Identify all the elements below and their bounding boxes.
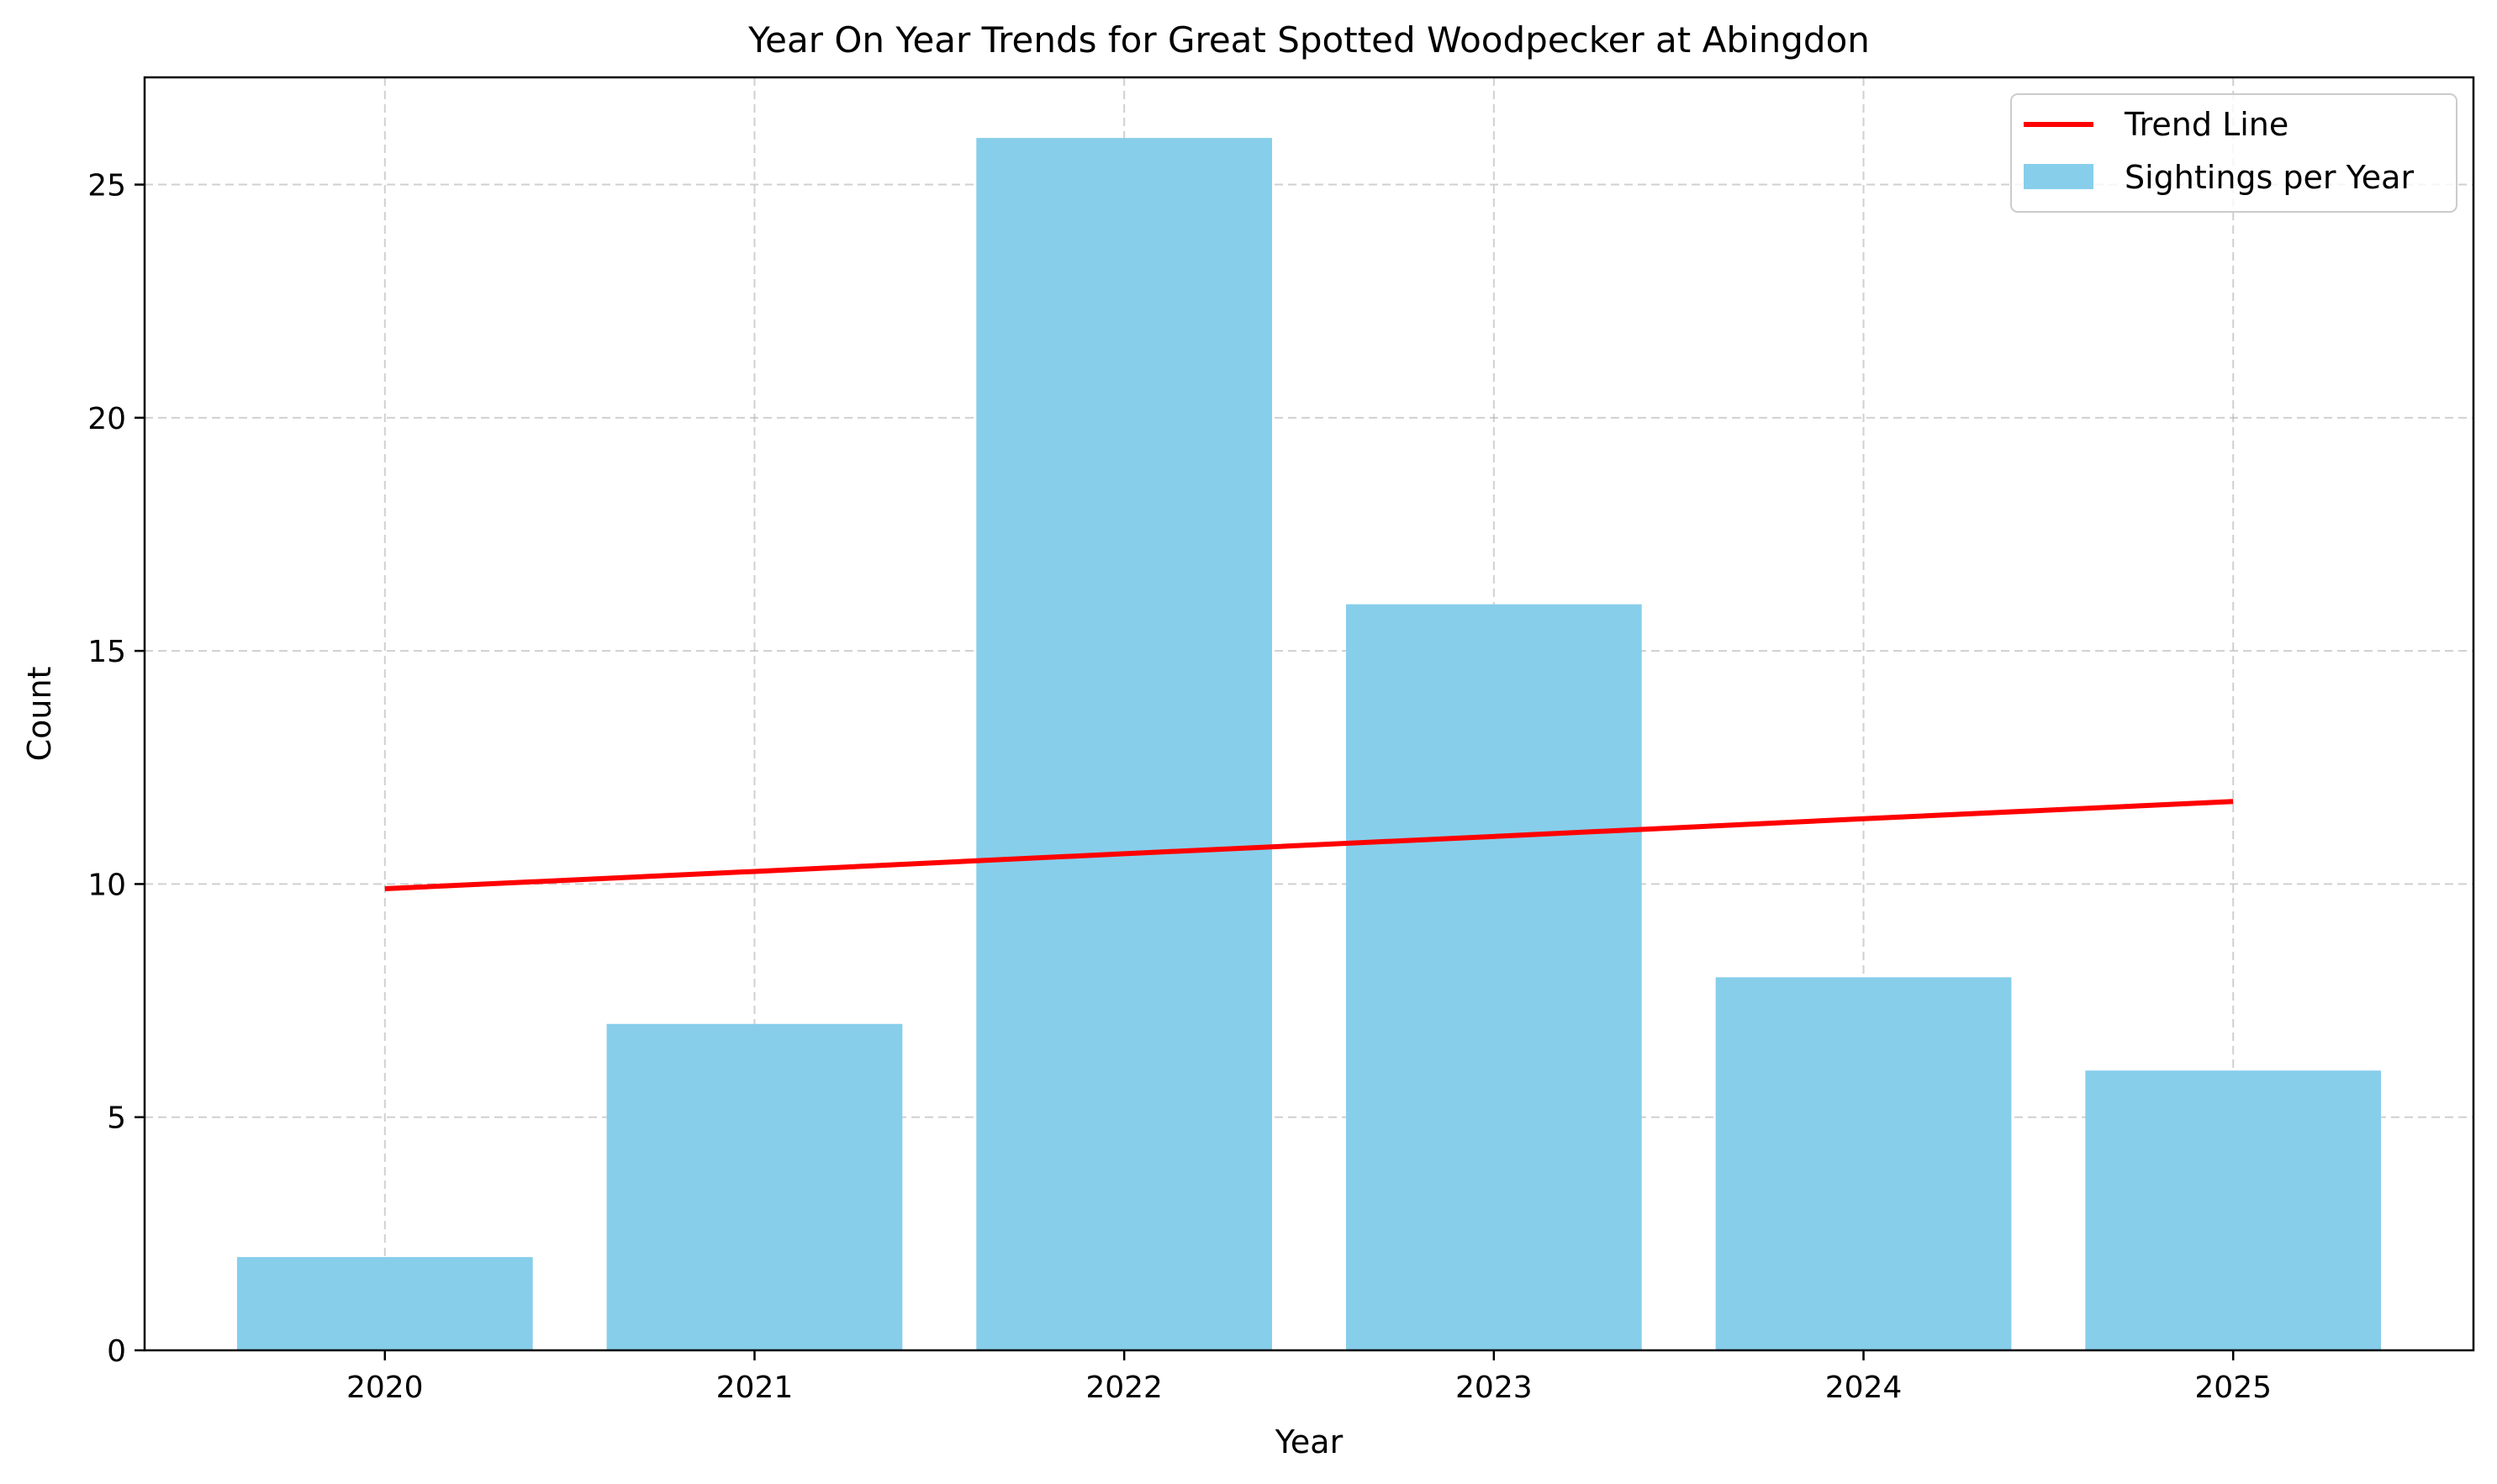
y-axis-label: Count [21,667,58,762]
y-tick-label: 0 [107,1334,126,1369]
x-tick-label: 2025 [2194,1370,2272,1405]
legend-swatch-sightings [2024,164,2093,189]
bar-2025 [2085,1070,2382,1350]
x-tick-label: 2023 [1455,1370,1533,1405]
legend-box [2010,93,2457,213]
legend-label-sightings: Sightings per Year [2125,159,2414,196]
x-tick-label: 2021 [716,1370,794,1405]
x-axis: 2020 2021 2022 2023 2024 2025 [346,1350,2272,1405]
y-tick-label: 20 [87,402,126,436]
bar-2023 [1345,604,1642,1350]
trend-line [384,799,2234,891]
y-tick-label: 15 [87,635,126,669]
plot-frame [143,76,2475,1352]
bar-2024 [1715,977,2012,1350]
legend-label-trend-line: Trend Line [2124,106,2288,143]
bar-2021 [606,1023,903,1350]
bars [236,138,2382,1351]
legend: Trend Line Sightings per Year [2010,93,2457,213]
y-tick-label: 25 [87,169,126,203]
x-axis-label: Year [1275,1423,1344,1460]
bar-2020 [236,1257,533,1350]
bar-2022 [976,138,1273,1351]
chart-title: Year On Year Trends for Great Spotted Wo… [747,19,1870,61]
y-axis: 0 5 10 15 20 25 [87,169,145,1369]
x-tick-label: 2020 [346,1370,424,1405]
y-tick-label: 10 [87,868,126,902]
y-tick-label: 5 [107,1101,126,1136]
x-tick-label: 2022 [1085,1370,1163,1405]
x-tick-label: 2024 [1825,1370,1903,1405]
trend-line-layer [384,799,2234,891]
